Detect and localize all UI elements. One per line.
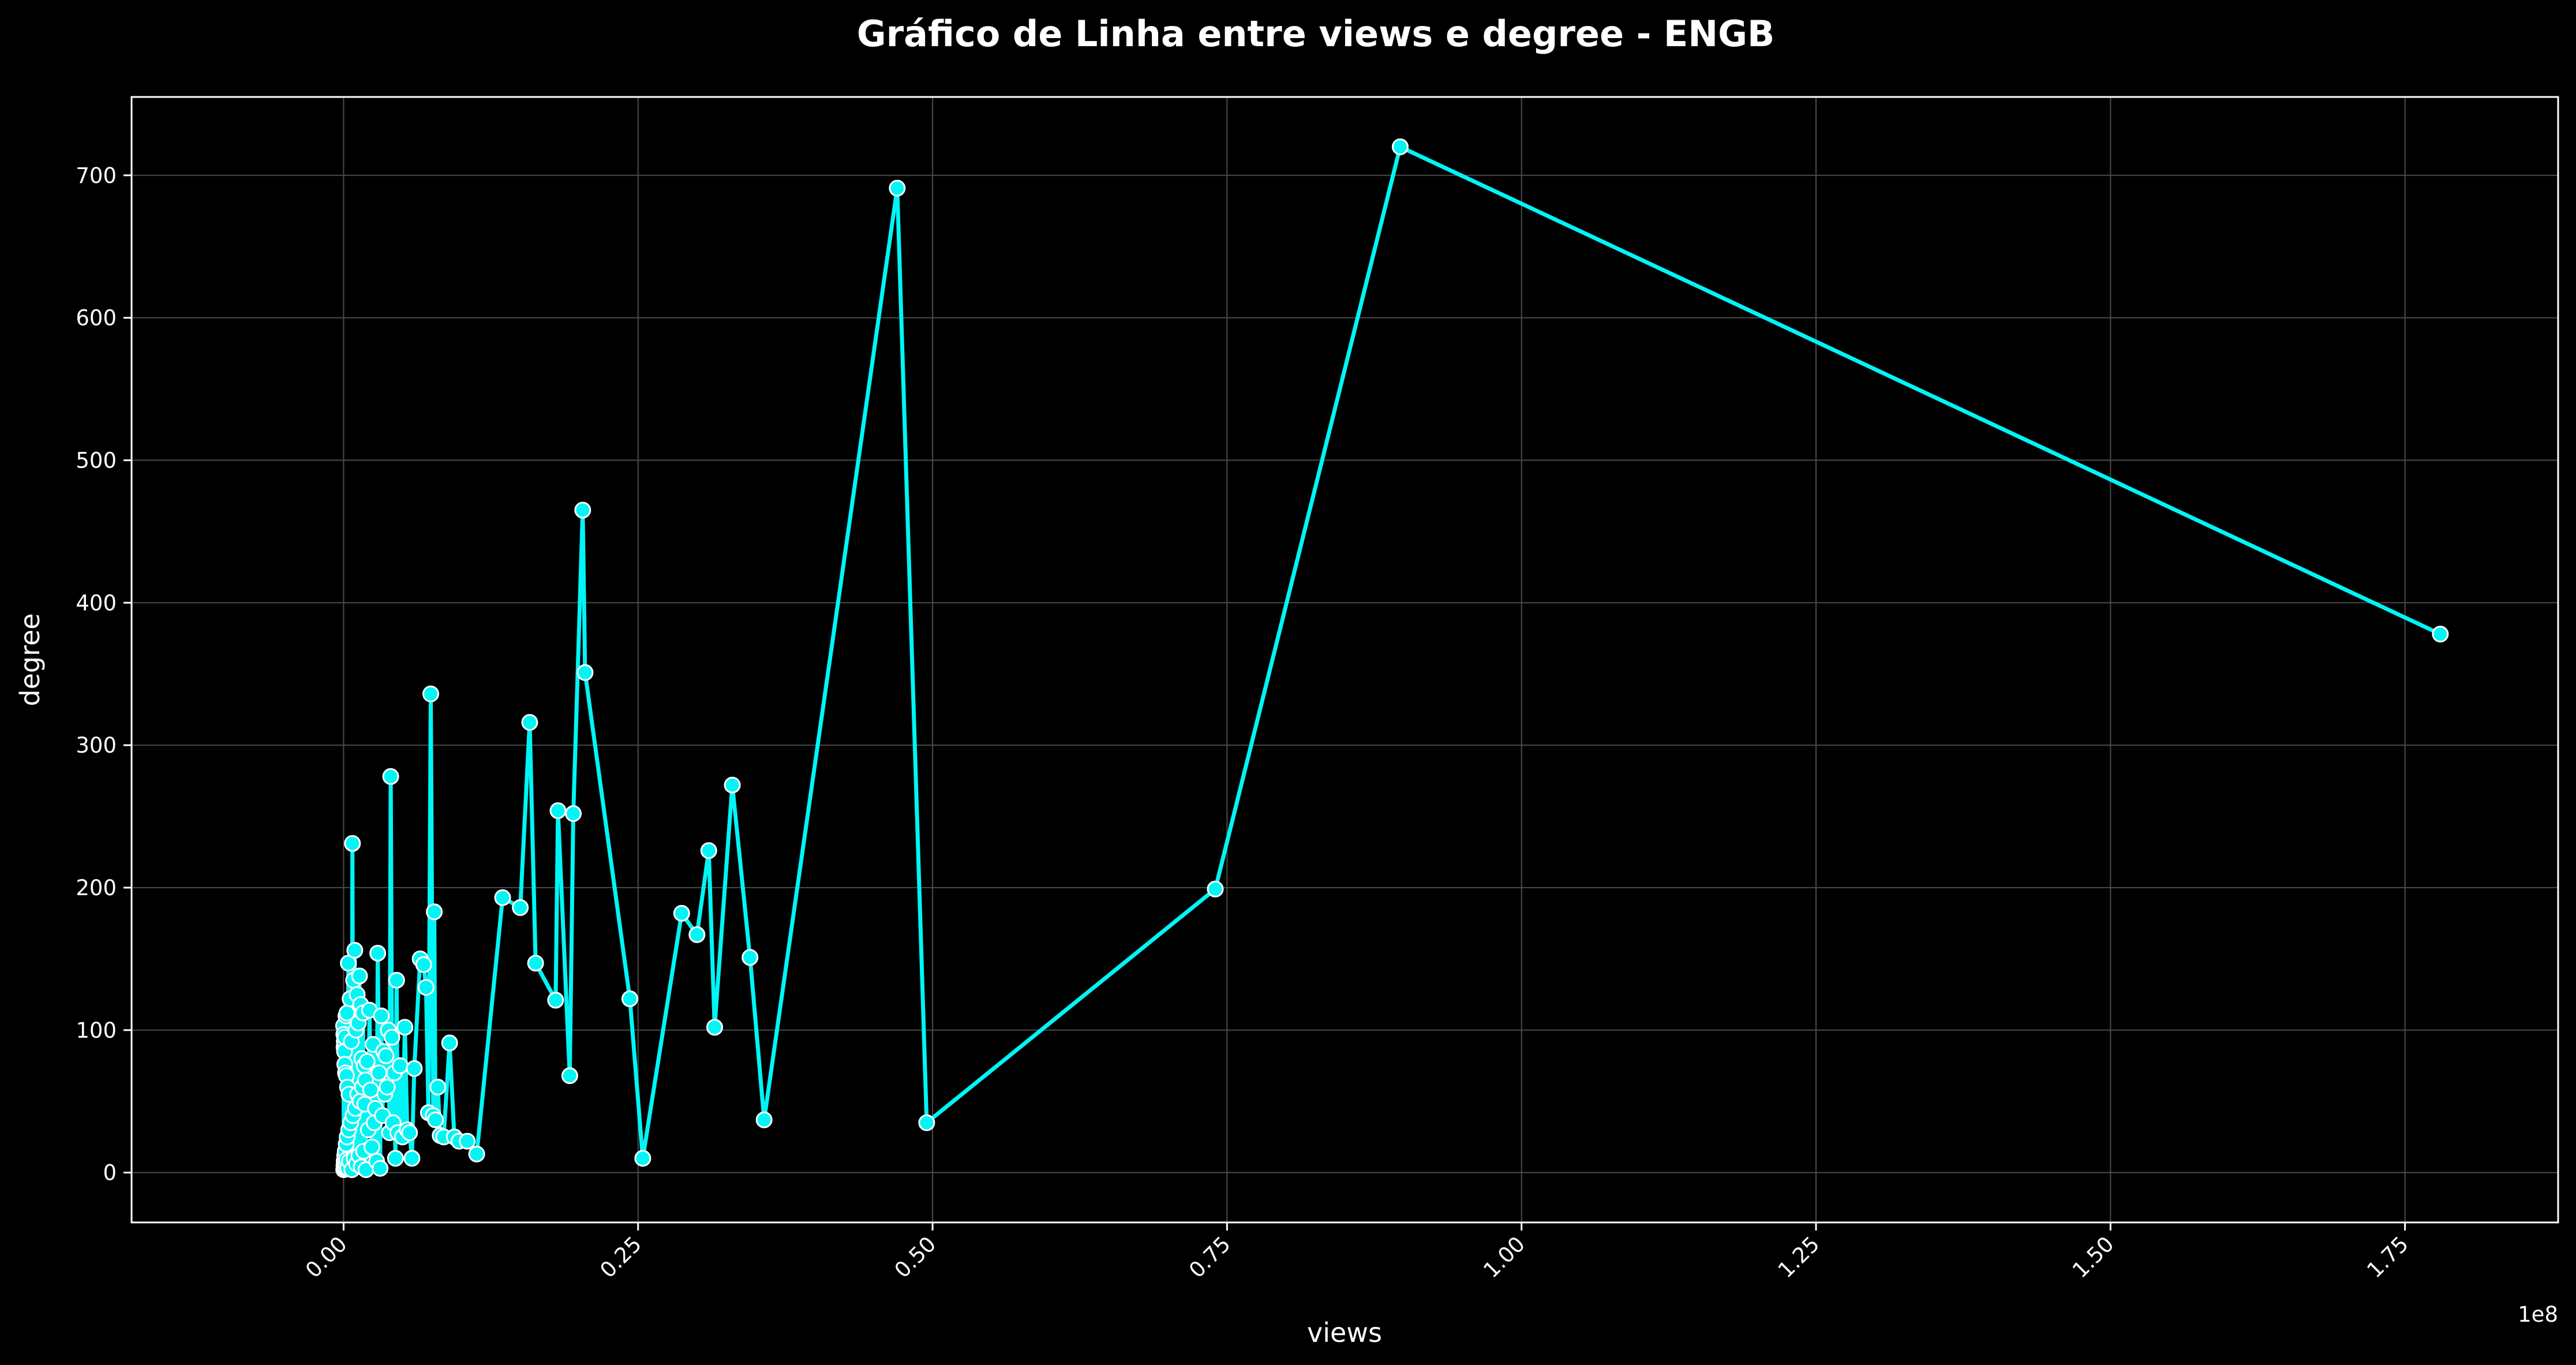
y-tick-label: 100	[76, 1018, 117, 1043]
data-point	[372, 1160, 389, 1177]
data-point	[362, 1081, 379, 1098]
y-tick-label: 300	[76, 733, 117, 758]
data-point	[673, 904, 690, 922]
data-point	[391, 1057, 409, 1074]
data-point	[377, 1047, 395, 1064]
y-tick-label: 600	[76, 306, 117, 331]
data-point	[1207, 880, 1224, 897]
data-point	[340, 955, 357, 972]
data-point	[344, 835, 361, 852]
data-point	[521, 714, 538, 731]
data-point	[406, 1060, 423, 1077]
y-tick-label: 0	[103, 1161, 117, 1186]
data-point	[370, 1064, 388, 1082]
y-tick-label: 200	[76, 876, 117, 900]
data-point	[459, 1132, 476, 1150]
data-point	[688, 926, 706, 943]
data-point	[574, 502, 591, 519]
data-point	[422, 685, 439, 702]
data-point	[547, 992, 564, 1009]
x-axis-label: views	[1307, 1317, 1382, 1348]
data-point	[441, 1034, 458, 1052]
data-point	[369, 944, 387, 962]
plot-frame	[130, 96, 2559, 1224]
axis-ticks: 0.00 0.25 0.50 0.75 1.00 1.25 1.50 1.7501002003…	[76, 163, 2413, 1283]
y-tick-label: 400	[76, 590, 117, 615]
data-point	[918, 1114, 935, 1131]
chart-title: Gráfico de Linha entre views e degree - …	[857, 13, 1775, 55]
y-tick-label: 700	[76, 163, 117, 188]
data-point	[396, 1019, 414, 1036]
data-point	[387, 1150, 404, 1167]
data-point	[527, 955, 544, 972]
data-point	[351, 967, 368, 985]
data-point	[1391, 138, 1409, 155]
data-point	[426, 903, 443, 921]
data-point	[427, 1111, 444, 1128]
data-point	[373, 1007, 390, 1024]
data-point	[755, 1111, 773, 1128]
data-point	[358, 1053, 376, 1070]
data-point	[468, 1146, 485, 1163]
data-point	[576, 664, 594, 681]
data-point	[512, 899, 529, 916]
data-series	[335, 138, 2449, 1179]
data-point	[401, 1124, 418, 1141]
data-point	[621, 990, 638, 1007]
data-point	[742, 949, 759, 966]
data-point	[706, 1019, 723, 1036]
data-point	[494, 889, 511, 906]
data-point	[379, 1079, 396, 1096]
data-point	[700, 842, 717, 859]
data-point	[346, 942, 364, 959]
data-point	[415, 956, 432, 973]
data-point	[549, 802, 567, 820]
data-point	[383, 1029, 400, 1046]
x-axis-offset-label: 1e8	[2518, 1302, 2558, 1327]
grid	[132, 97, 2558, 1222]
data-point	[382, 768, 399, 785]
data-point	[417, 979, 435, 996]
data-point	[564, 805, 582, 822]
data-point	[429, 1079, 447, 1096]
data-point	[388, 971, 405, 989]
data-point	[561, 1067, 578, 1084]
y-axis-label: degree	[14, 613, 46, 706]
data-point	[403, 1150, 421, 1167]
y-tick-label: 500	[76, 448, 117, 473]
data-point	[634, 1150, 652, 1167]
data-point	[889, 179, 906, 197]
data-point	[2432, 626, 2449, 643]
data-point	[363, 1138, 380, 1155]
data-point	[724, 776, 741, 794]
